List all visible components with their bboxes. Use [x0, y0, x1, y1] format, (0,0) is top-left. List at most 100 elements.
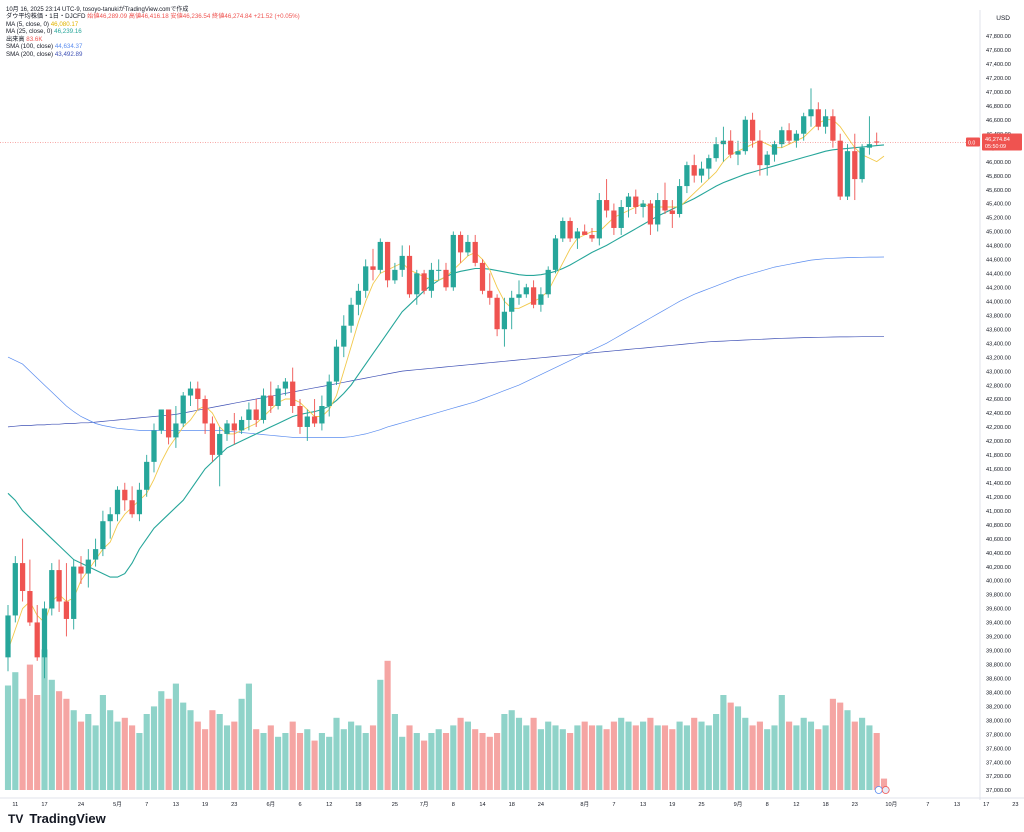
volume-bar: [165, 698, 172, 790]
candle-body: [603, 200, 610, 211]
candle-body: [713, 144, 719, 159]
y-tick-label: 45,800.00: [986, 174, 1011, 180]
y-tick-label: 41,600.00: [986, 467, 1011, 473]
x-tick-label: 6: [298, 802, 301, 808]
volume-bar: [822, 725, 829, 790]
legend-ma5[interactable]: MA (5, close, 0) 46,080.17: [6, 21, 300, 29]
candle-body: [224, 423, 230, 434]
candle-body: [370, 266, 376, 270]
volume-bar: [472, 729, 479, 790]
candle-body: [41, 608, 48, 658]
volume-bar: [610, 721, 617, 790]
volume-bar: [523, 725, 530, 790]
x-tick-label: 8月: [580, 801, 589, 808]
volume-bar: [501, 714, 508, 790]
y-tick-label: 41,200.00: [986, 495, 1011, 501]
volume-bar: [581, 721, 588, 790]
volume-bar: [537, 729, 544, 790]
legend-sma100[interactable]: SMA (100, close) 44,634.37: [6, 43, 300, 51]
volume-bar: [107, 710, 114, 790]
x-tick-label: 24: [538, 802, 544, 808]
legend-title-row: ダウ平均株価・1日・DJCFD 始値46,289.09 高値46,416.18 …: [6, 13, 300, 21]
x-tick-label: 13: [640, 802, 646, 808]
candle-body: [217, 433, 223, 455]
volume-bar: [742, 717, 749, 790]
y-tick-label: 47,800.00: [986, 34, 1011, 40]
volume-bar: [311, 740, 318, 790]
volume-bar: [691, 717, 698, 790]
volume-bar: [464, 721, 471, 790]
candle-body: [260, 395, 267, 420]
y-tick-label: 47,400.00: [986, 62, 1011, 68]
volume-bar: [435, 729, 442, 790]
last-price-value: 46,274.84: [985, 137, 1010, 143]
candle-body: [523, 287, 529, 295]
x-tick-label: 12: [326, 802, 332, 808]
tradingview-brand[interactable]: TV TradingView: [8, 811, 106, 826]
ma25-value: 46,239.16: [54, 28, 82, 36]
y-tick-label: 37,000.00: [986, 788, 1011, 794]
volume-bar: [114, 721, 121, 790]
candle-body: [129, 500, 135, 515]
volume-bar: [450, 725, 457, 790]
candle-body: [618, 207, 624, 228]
symbol-title[interactable]: ダウ平均株価・1日・DJCFD: [6, 13, 86, 20]
legend-ma25[interactable]: MA (25, close, 0) 46,239.16: [6, 28, 300, 36]
candle-body: [384, 241, 391, 281]
volume-bar: [70, 710, 77, 790]
currency-label[interactable]: USD: [996, 15, 1010, 22]
y-tick-label: 46,800.00: [986, 104, 1011, 110]
candle-body: [647, 203, 654, 225]
y-tick-label: 46,000.00: [986, 160, 1011, 166]
candle-body: [268, 395, 274, 406]
volume-bar: [267, 725, 274, 790]
sma200-line: [7, 336, 884, 428]
candle-body: [589, 234, 595, 239]
legend-sma200[interactable]: SMA (200, close) 43,492.89: [6, 51, 300, 59]
y-tick-label: 47,200.00: [986, 76, 1011, 82]
x-tick-label: 7: [145, 802, 148, 808]
candle-body: [297, 406, 303, 427]
volume-bar: [786, 721, 793, 790]
volume-bar: [202, 729, 209, 790]
last-price-prefix-box: [966, 137, 980, 147]
x-tick-label: 11: [12, 802, 18, 808]
y-tick-label: 43,200.00: [986, 355, 1011, 361]
volume-bar: [340, 729, 347, 790]
y-tick-label: 39,800.00: [986, 593, 1011, 599]
volume-bar: [764, 729, 771, 790]
candle-body: [567, 220, 573, 239]
y-tick-label: 39,600.00: [986, 607, 1011, 613]
volume-bar: [851, 721, 858, 790]
candle-body: [355, 290, 362, 305]
y-tick-label: 42,400.00: [986, 411, 1011, 417]
legend-volume[interactable]: 出来高 83.6K: [6, 36, 300, 44]
created-line: 10月 16, 2025 23:14 UTC-9, tosoyo-tanukiが…: [6, 7, 189, 13]
candle-body: [341, 325, 347, 347]
volume-bar: [844, 710, 851, 790]
volume-bar: [245, 683, 252, 790]
volume-bar: [289, 721, 296, 790]
x-tick-label: 24: [78, 802, 84, 808]
sma100-value: 44,634.37: [54, 43, 83, 51]
volume-bar: [282, 733, 289, 790]
x-tick-label: 23: [852, 802, 858, 808]
ma25-label: MA (25, close, 0): [6, 28, 53, 36]
y-tick-label: 41,000.00: [986, 509, 1011, 515]
volume-bar: [756, 721, 763, 790]
volume-bar: [48, 679, 55, 790]
candle-body: [144, 461, 150, 490]
candle-body: [545, 269, 551, 295]
y-tick-label: 37,600.00: [986, 746, 1011, 752]
volume-bar: [413, 733, 420, 790]
x-tick-label: 18: [822, 802, 828, 808]
candle-body: [516, 294, 522, 298]
candle-body: [676, 186, 683, 214]
volume-label: 出来高: [6, 35, 25, 43]
volume-bar: [406, 725, 413, 790]
volume-bar: [530, 717, 537, 790]
candle-body: [574, 231, 581, 239]
candle-body: [655, 200, 661, 225]
sma100-label: SMA (100, close): [6, 43, 54, 51]
